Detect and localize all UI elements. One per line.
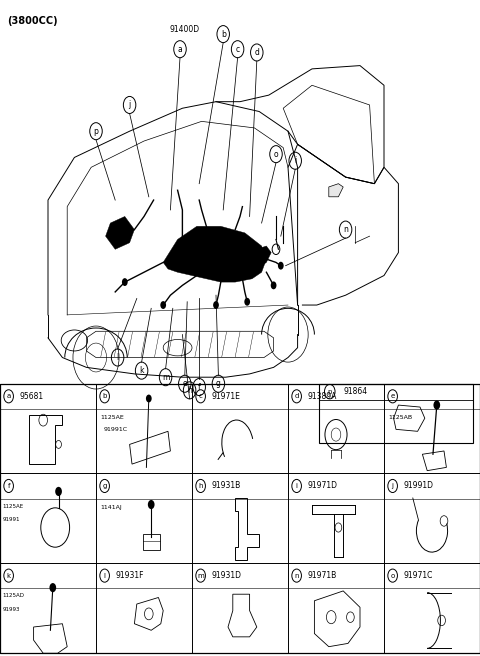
Text: h: h [198, 483, 203, 489]
Text: 95681: 95681 [19, 392, 43, 401]
Text: f: f [198, 382, 201, 392]
Bar [319, 384, 473, 443]
Text: o: o [274, 150, 278, 159]
Text: 91389A: 91389A [307, 392, 336, 401]
Text: d: d [254, 48, 259, 57]
Text: 91931B: 91931B [211, 482, 240, 491]
Text: a: a [7, 394, 11, 400]
Text: o: o [391, 573, 395, 579]
Circle shape [49, 583, 56, 592]
Circle shape [433, 400, 440, 409]
Text: e: e [391, 394, 395, 400]
Text: 91971D: 91971D [307, 482, 337, 491]
Circle shape [160, 301, 166, 309]
Text: j: j [392, 483, 394, 489]
Circle shape [213, 301, 219, 309]
Text: b: b [102, 394, 107, 400]
Circle shape [278, 262, 284, 270]
Text: (3800CC): (3800CC) [7, 16, 58, 26]
Polygon shape [106, 216, 134, 249]
Text: d: d [294, 394, 299, 400]
Circle shape [148, 500, 155, 509]
Text: 91864: 91864 [343, 387, 367, 396]
Text: 1125AB: 1125AB [389, 415, 413, 420]
Text: l: l [104, 573, 106, 579]
Text: m: m [197, 573, 204, 579]
Text: m: m [162, 373, 169, 382]
Text: j: j [129, 100, 131, 110]
Text: f: f [7, 483, 10, 489]
Polygon shape [163, 226, 266, 282]
Circle shape [244, 298, 250, 306]
Text: n: n [294, 573, 299, 579]
Text: g: g [216, 379, 221, 388]
Text: i: i [294, 156, 296, 165]
Text: k: k [139, 366, 144, 375]
Text: a: a [178, 45, 182, 54]
Text: 1141AJ: 1141AJ [101, 505, 122, 510]
Polygon shape [329, 184, 343, 197]
Text: h: h [187, 386, 192, 395]
Text: 1125AE: 1125AE [101, 415, 124, 420]
Text: 91971E: 91971E [211, 392, 240, 401]
Text: p: p [94, 127, 98, 136]
Circle shape [146, 394, 152, 402]
Text: g: g [102, 483, 107, 489]
Text: 1125AD: 1125AD [2, 594, 24, 598]
Text: 91971C: 91971C [403, 571, 432, 580]
Text: n: n [343, 225, 348, 234]
Text: c: c [236, 45, 240, 54]
Text: 1125AE: 1125AE [2, 504, 24, 509]
Text: l: l [117, 353, 119, 362]
Text: 91931F: 91931F [115, 571, 144, 580]
Text: k: k [7, 573, 11, 579]
Circle shape [271, 281, 276, 289]
Text: 91400D: 91400D [169, 25, 199, 34]
Polygon shape [247, 246, 271, 269]
Text: 91993: 91993 [2, 607, 20, 611]
Text: 91991D: 91991D [403, 482, 433, 491]
Text: b: b [221, 30, 226, 39]
Text: 91991: 91991 [2, 517, 20, 522]
Text: e: e [182, 379, 187, 388]
Circle shape [55, 487, 62, 496]
Text: 91991C: 91991C [103, 426, 127, 432]
Bar [0, 384, 480, 653]
Text: 91971B: 91971B [307, 571, 336, 580]
Text: 91931D: 91931D [211, 571, 241, 580]
Circle shape [122, 278, 128, 286]
Text: c: c [199, 394, 203, 400]
Text: i: i [296, 483, 298, 489]
Text: p: p [327, 388, 332, 395]
